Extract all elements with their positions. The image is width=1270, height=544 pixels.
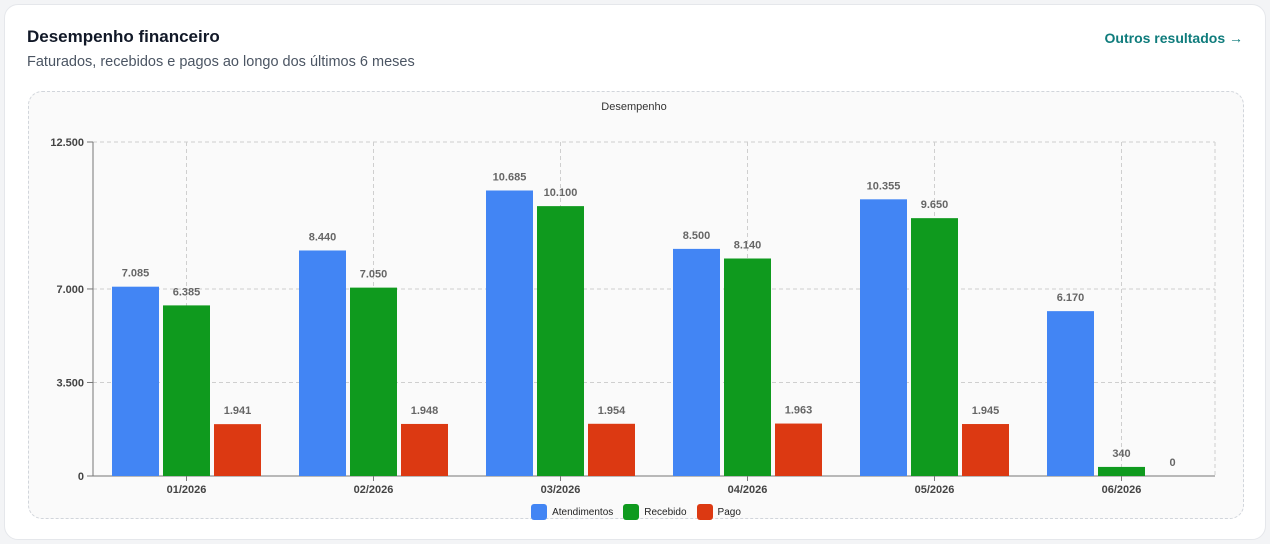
bar-value-label: 0	[1169, 457, 1175, 469]
financial-performance-card: Desempenho financeiro Faturados, recebid…	[4, 4, 1266, 540]
bar	[673, 248, 720, 476]
x-tick-label: 04/2026	[728, 484, 768, 496]
x-tick-label: 06/2026	[1102, 484, 1142, 496]
x-tick-label: 05/2026	[915, 484, 955, 496]
bar	[588, 423, 635, 476]
bar	[537, 206, 584, 476]
y-tick-label: 3.500	[56, 377, 84, 389]
legend-item[interactable]: Atendimentos	[531, 504, 613, 520]
bar-value-label: 1.948	[411, 405, 439, 417]
bar	[163, 305, 210, 476]
bar-value-label: 8.500	[683, 230, 711, 242]
bar-value-label: 7.050	[360, 269, 388, 281]
bar-value-label: 7.085	[122, 268, 150, 280]
legend-label: Atendimentos	[552, 506, 614, 518]
bar-value-label: 1.941	[224, 405, 252, 417]
bar	[112, 286, 159, 476]
x-tick-label: 03/2026	[541, 484, 581, 496]
bar-value-label: 6.170	[1057, 292, 1085, 304]
legend-swatch	[623, 504, 640, 520]
chart-container: Desempenho 0 3.500 7.000 12.500 7.085 6.385 1.9…	[28, 91, 1244, 520]
y-tick-label: 0	[78, 471, 84, 483]
y-tick-label: 7.000	[56, 284, 84, 296]
more-results-link[interactable]: Outros resultados →	[1104, 30, 1243, 46]
legend-label: Recebido	[644, 506, 687, 518]
bar-value-label: 1.963	[785, 405, 813, 417]
legend-swatch	[696, 504, 713, 520]
legend-swatch	[531, 504, 548, 520]
x-tick-label: 01/2026	[167, 484, 207, 496]
legend-label: Pago	[717, 506, 741, 518]
bar-value-label: 10.100	[544, 187, 578, 199]
bar	[350, 287, 397, 476]
chart-legend: Atendimentos Recebido Pago	[29, 504, 1243, 520]
bar-value-label: 10.355	[867, 180, 901, 192]
legend-item[interactable]: Recebido	[623, 504, 687, 520]
bar-value-label: 1.954	[598, 405, 626, 417]
bar	[911, 218, 958, 476]
bar	[214, 424, 261, 476]
bar-value-label: 9.650	[921, 199, 949, 211]
x-tick-label: 02/2026	[354, 484, 394, 496]
bar	[486, 190, 533, 476]
bar	[860, 199, 907, 476]
bar	[1098, 466, 1145, 476]
bar	[299, 250, 346, 476]
bar-value-label: 340	[1112, 448, 1130, 460]
chart-title: Desempenho	[601, 101, 666, 113]
legend-item[interactable]: Pago	[696, 504, 741, 520]
bar-value-label: 6.385	[173, 286, 201, 298]
bar	[401, 423, 448, 476]
bar-chart: Desempenho 0 3.500 7.000 12.500 7.085 6.385 1.9…	[50, 101, 1216, 496]
bar	[962, 424, 1009, 476]
bar-value-label: 8.440	[309, 231, 337, 243]
bar-value-label: 10.685	[493, 171, 527, 183]
bar-value-label: 8.140	[734, 239, 762, 251]
card-subtitle: Faturados, recebidos e pagos ao longo do…	[27, 54, 415, 70]
bar	[1047, 311, 1094, 476]
bar	[775, 423, 822, 476]
bar	[724, 258, 771, 476]
y-tick-label: 12.500	[50, 137, 84, 149]
card-title: Desempenho financeiro	[27, 27, 220, 46]
bar-value-label: 1.945	[972, 405, 1000, 417]
